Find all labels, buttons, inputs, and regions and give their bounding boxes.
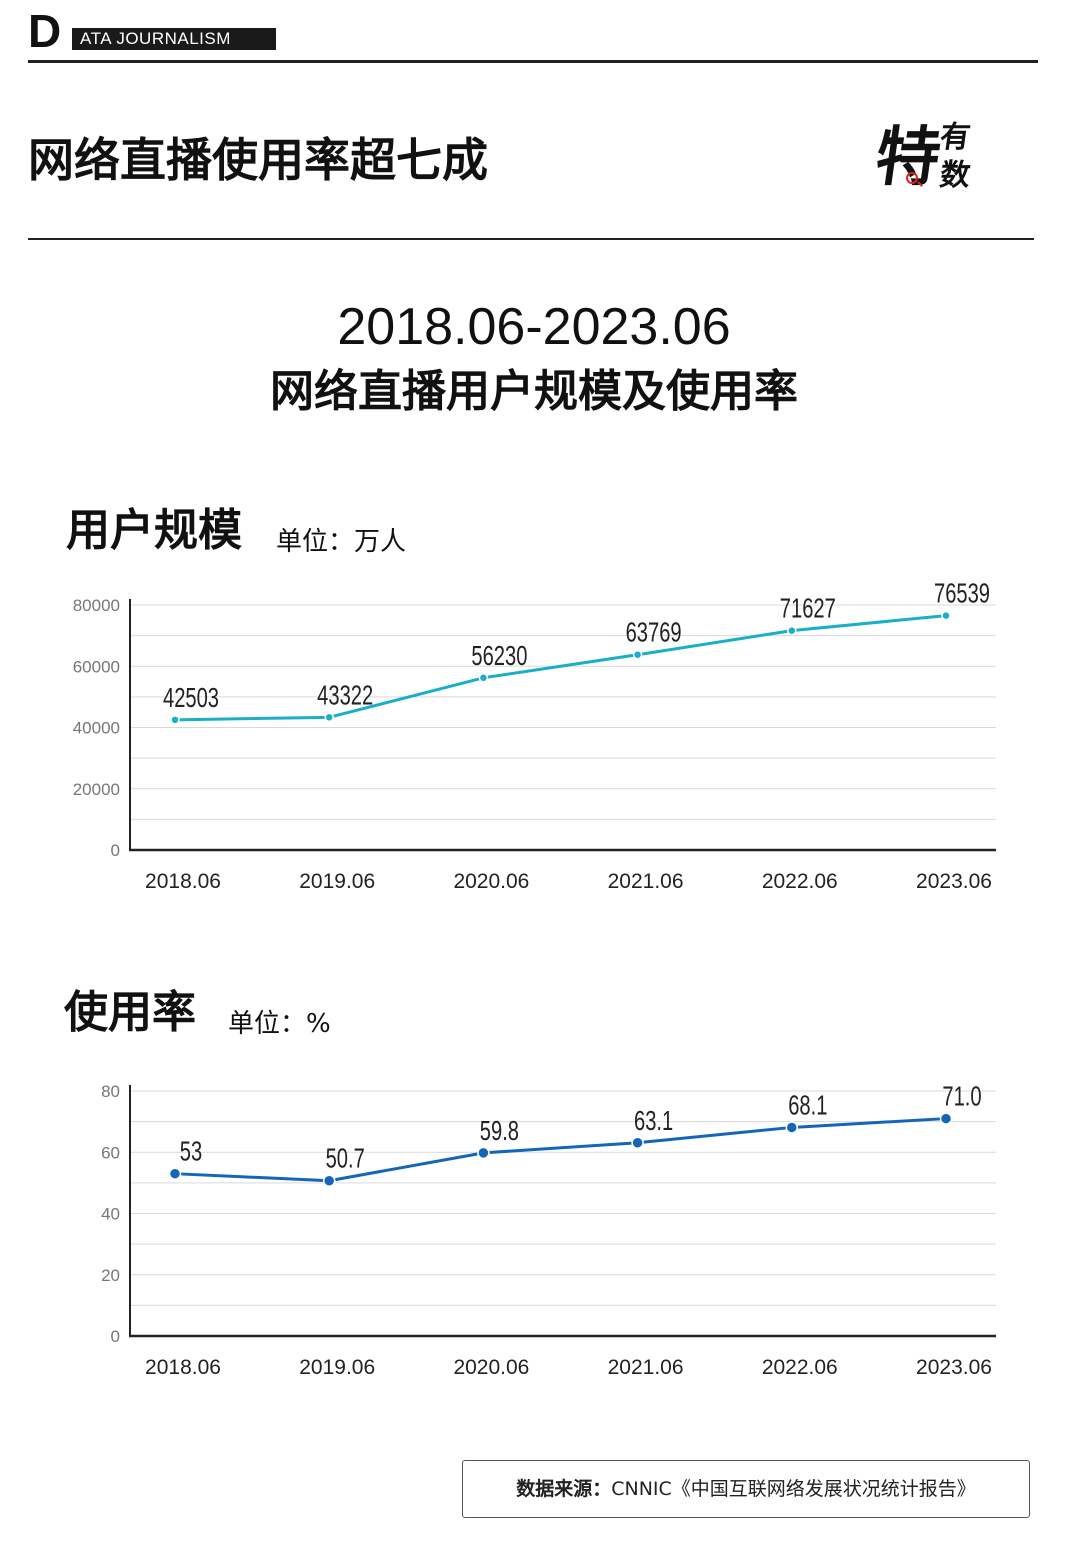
- rate-y-tick-label: 60: [101, 1143, 120, 1162]
- section-unit-rate: 单位：%: [228, 1009, 331, 1039]
- brand-bar: ATA JOURNALISM: [72, 28, 276, 50]
- header-rule: [28, 238, 1034, 240]
- scale-y-tick-label: 40000: [73, 719, 120, 738]
- scale-y-tick-label: 60000: [73, 657, 120, 676]
- rate-data-point: [322, 1174, 336, 1187]
- scale-y-tick-label: 0: [111, 841, 120, 860]
- rate-x-tick-label: 2022.06: [762, 1356, 838, 1379]
- scale-data-label: 71627: [780, 594, 836, 625]
- rate-y-tick-label: 40: [101, 1205, 120, 1224]
- rate-y-tick-label: 80: [101, 1082, 120, 1101]
- rate-data-point: [477, 1146, 490, 1160]
- source-note: 数据来源：CNNIC《中国互联网络发展状况统计报告》: [462, 1460, 1030, 1518]
- rate-y-tick-label: 0: [111, 1327, 120, 1346]
- rate-data-label: 59.8: [480, 1116, 519, 1147]
- scale-x-tick-label: 2022.06: [762, 870, 838, 893]
- top-rule: [28, 60, 1038, 63]
- logo-sub-char-2: 数: [937, 158, 973, 193]
- brand-logo: 特 有 数: [871, 118, 986, 200]
- scale-y-tick-label: 20000: [73, 780, 120, 799]
- scale-data-point: [478, 673, 489, 683]
- source-label: 数据来源：: [516, 1478, 612, 1500]
- logo-main-char: 特: [870, 121, 946, 195]
- scale-x-tick-label: 2021.06: [608, 870, 684, 893]
- rate-x-tick-label: 2018.06: [145, 1356, 221, 1379]
- section-title-scale: 用户规模: [66, 505, 242, 556]
- rate-y-tick-label: 20: [101, 1266, 120, 1285]
- scale-data-point: [632, 649, 643, 660]
- scale-x-tick-label: 2023.06: [916, 870, 992, 893]
- date-range: 2018.06-2023.06: [337, 298, 731, 356]
- logo-sub-char-1: 有: [937, 120, 973, 155]
- user-scale-chart: 0 20000 40000 60000 80000 2018.06 2019.06 2020.…: [73, 580, 996, 893]
- usage-rate-chart: 0 20 40 60 80 2018.06 2019.06 2020.06 2021.06 202…: [101, 1081, 996, 1379]
- rate-x-tick-label: 2021.06: [608, 1356, 684, 1379]
- rate-series-line: [174, 1117, 947, 1183]
- scale-data-label: 56230: [471, 641, 527, 672]
- rate-data-label: 71.0: [942, 1081, 981, 1112]
- scale-series-line: [174, 614, 947, 722]
- scale-data-label: 43322: [317, 680, 373, 711]
- rate-data-label: 63.1: [634, 1106, 673, 1137]
- rate-data-label: 50.7: [326, 1144, 365, 1175]
- scale-y-tick-label: 80000: [73, 596, 120, 615]
- chart-subtitle: 网络直播用户规模及使用率: [270, 366, 798, 417]
- scale-data-label: 63769: [626, 618, 682, 649]
- rate-x-tick-label: 2019.06: [299, 1356, 375, 1379]
- scale-x-tick-label: 2020.06: [453, 870, 529, 893]
- rate-data-point: [785, 1121, 799, 1134]
- rate-data-point: [939, 1112, 953, 1125]
- source-text: CNNIC《中国互联网络发展状况统计报告》: [611, 1478, 976, 1500]
- scale-data-point: [170, 715, 180, 725]
- magnifier-icon: [906, 172, 918, 184]
- section-unit-scale: 单位：万人: [276, 527, 407, 557]
- rate-x-tick-label: 2020.06: [453, 1356, 529, 1379]
- scale-data-point: [787, 625, 797, 636]
- scale-data-label: 42503: [163, 683, 219, 714]
- section-title-rate: 使用率: [64, 987, 196, 1038]
- rate-data-point: [631, 1136, 644, 1150]
- scale-data-point: [324, 712, 334, 723]
- rate-x-tick-label: 2023.06: [916, 1356, 992, 1379]
- scale-x-tick-label: 2018.06: [145, 870, 221, 893]
- rate-data-label: 53: [180, 1137, 202, 1168]
- scale-x-tick-label: 2019.06: [299, 870, 375, 893]
- rate-data-label: 68.1: [788, 1090, 827, 1121]
- scale-data-label: 76539: [934, 580, 990, 609]
- rate-data-point: [168, 1167, 182, 1180]
- page-title: 网络直播使用率超七成: [28, 133, 488, 187]
- scale-data-point: [941, 610, 951, 621]
- brand-letter: D: [28, 5, 62, 57]
